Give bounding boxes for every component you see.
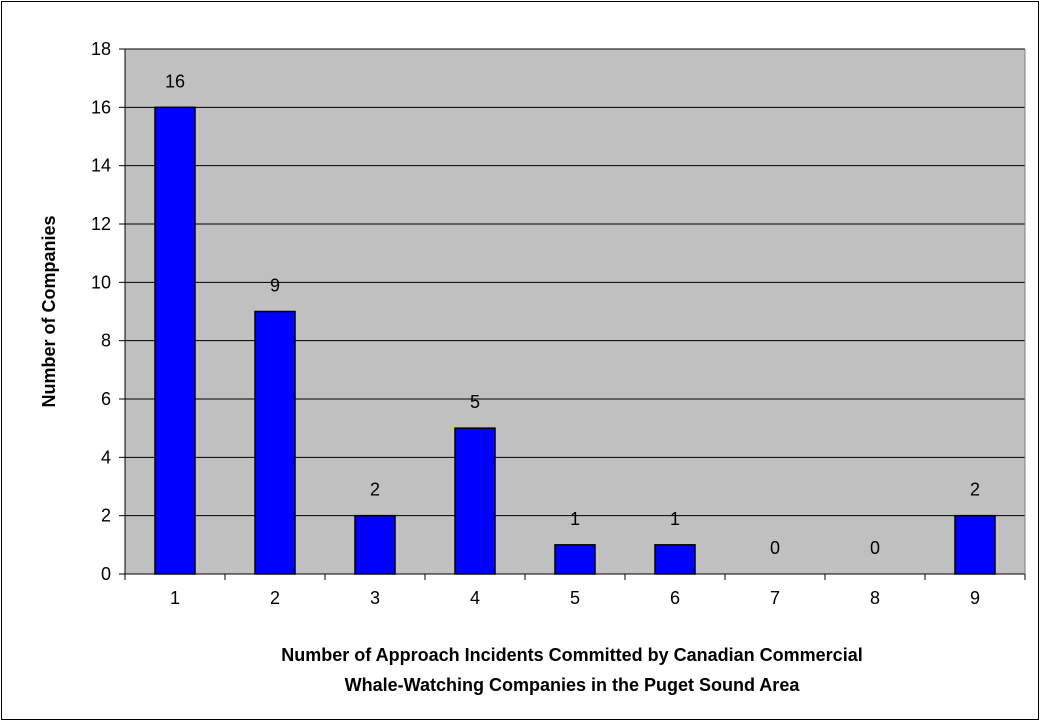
- x-tick-label: 8: [870, 588, 880, 608]
- x-tick-label: 9: [970, 588, 980, 608]
- x-axis-title-line-2: Whale-Watching Companies in the Puget So…: [345, 675, 801, 695]
- axes: [119, 48, 1026, 580]
- y-tick-label: 18: [91, 39, 111, 59]
- data-label: 1: [570, 509, 580, 529]
- x-axis-title-line-1: Number of Approach Incidents Committed b…: [281, 645, 862, 665]
- y-tick-label: 16: [91, 97, 111, 117]
- x-tick-label: 2: [270, 588, 280, 608]
- bars: [154, 106, 996, 575]
- y-tick-label: 6: [101, 389, 111, 409]
- x-tick-label: 7: [770, 588, 780, 608]
- bar: [254, 310, 296, 575]
- y-tick-label: 0: [101, 564, 111, 584]
- data-label: 16: [165, 71, 185, 91]
- y-tick-label: 14: [91, 156, 111, 176]
- data-label: 0: [770, 538, 780, 558]
- y-tick-label: 10: [91, 272, 111, 292]
- x-tick-label: 1: [170, 588, 180, 608]
- x-tick-label: 6: [670, 588, 680, 608]
- bar: [154, 106, 196, 575]
- data-labels: 16 9 2 5 1 1 0 0 2: [165, 71, 980, 558]
- bar: [454, 427, 496, 575]
- y-tick-label: 4: [101, 447, 111, 467]
- data-label: 0: [870, 538, 880, 558]
- bar: [654, 544, 696, 575]
- data-label: 5: [470, 392, 480, 412]
- bar: [954, 514, 996, 575]
- y-tick-label: 12: [91, 214, 111, 234]
- data-label: 1: [670, 509, 680, 529]
- x-tick-label: 3: [370, 588, 380, 608]
- bar: [354, 514, 396, 575]
- bar: [554, 544, 596, 575]
- x-tick-label: 4: [470, 588, 480, 608]
- y-tick-labels: 0 2 4 6 8 10 12 14 16 18: [91, 39, 111, 584]
- x-tick-labels: 1 2 3 4 5 6 7 8 9: [170, 588, 980, 608]
- y-tick-label: 2: [101, 506, 111, 526]
- y-tick-label: 8: [101, 331, 111, 351]
- data-label: 2: [970, 480, 980, 500]
- x-tick-label: 5: [570, 588, 580, 608]
- data-label: 2: [370, 480, 380, 500]
- y-axis-title: Number of Companies: [39, 215, 59, 407]
- data-label: 9: [270, 276, 280, 296]
